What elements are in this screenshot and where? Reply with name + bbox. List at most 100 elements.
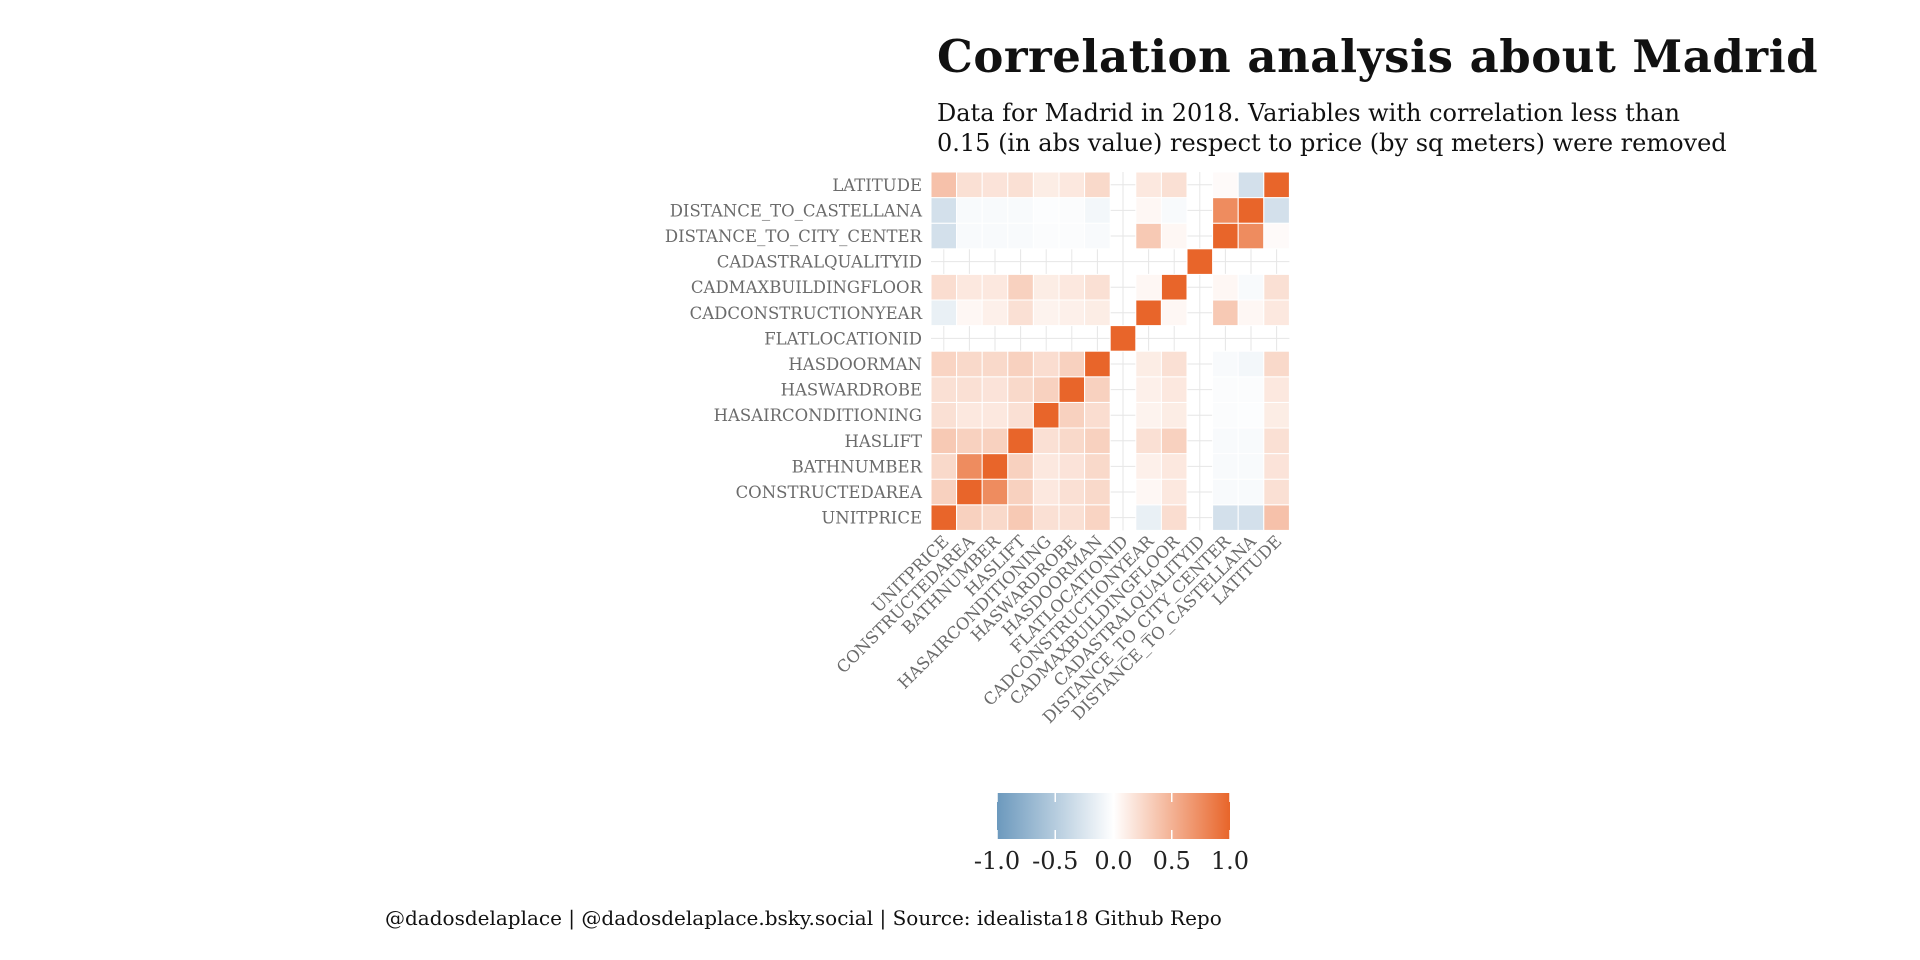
subtitle-line-1: Data for Madrid in 2018. Variables with …: [937, 99, 1680, 127]
heatmap-cell: LATITUDE / BATHNUMBER: 0.18: [981, 171, 1009, 199]
heatmap-cell: BATHNUMBER / DISTANCE_TO_CASTELLANA: -0.…: [1237, 453, 1265, 480]
heatmap-cell: DISTANCE_TO_CITY_CENTER / HASLIFT: -0.05: [1007, 222, 1034, 250]
heatmap-cell: DISTANCE_TO_CITY_CENTER / BATHNUMBER: -0…: [981, 222, 1009, 250]
heatmap-cell: HASLIFT / HASAIRCONDITIONING: 0.2: [1032, 427, 1060, 455]
heatmap-cell: UNITPRICE / CADCONSTRUCTIONYEAR: -0.15: [1135, 504, 1162, 531]
heatmap-cell: CADCONSTRUCTIONYEAR / CADMAXBUILDINGFLOO…: [1160, 299, 1188, 327]
heatmap-cell: HASDOORMAN / CONSTRUCTEDAREA: 0.25: [956, 350, 983, 378]
heatmap-cell: UNITPRICE / UNITPRICE: 1: [930, 504, 958, 531]
heatmap-cell: CADMAXBUILDINGFLOOR / CONSTRUCTEDAREA: 0…: [956, 273, 983, 301]
heatmap-cell: CONSTRUCTEDAREA / UNITPRICE: 0.3: [930, 478, 958, 506]
heatmap-cell: BATHNUMBER / CADCONSTRUCTIONYEAR: 0.1: [1135, 453, 1162, 480]
heatmap-cell: CADMAXBUILDINGFLOOR / UNITPRICE: 0.22: [930, 273, 958, 301]
heatmap-cell: HASLIFT / CONSTRUCTEDAREA: 0.3: [956, 427, 983, 455]
heatmap-cell: BATHNUMBER / HASAIRCONDITIONING: 0.15: [1032, 453, 1060, 480]
heatmap-cell: LATITUDE / DISTANCE_TO_CITY_CENTER: 0.03: [1212, 171, 1239, 199]
heatmap-cell: HASDOORMAN / LATITUDE: 0.25: [1263, 350, 1290, 378]
heatmap-cell: CONSTRUCTEDAREA / HASLIFT: 0.3: [1007, 478, 1034, 506]
heatmap-cell: FLATLOCATIONID / FLATLOCATIONID: 1: [1109, 325, 1137, 352]
heatmap-cell: HASWARDROBE / CADCONSTRUCTIONYEAR: 0.1: [1135, 376, 1162, 403]
heatmap-cell: HASLIFT / DISTANCE_TO_CASTELLANA: -0.05: [1237, 427, 1265, 455]
heatmap-cell: HASWARDROBE / HASDOORMAN: 0.3: [1084, 376, 1111, 403]
heatmap-cell: UNITPRICE / HASWARDROBE: 0.2: [1058, 504, 1086, 531]
heatmap-cell: LATITUDE / LATITUDE: 1: [1263, 171, 1290, 199]
heatmap-cell: DISTANCE_TO_CASTELLANA / HASWARDROBE: -0…: [1058, 197, 1086, 224]
heatmap-cell: HASWARDROBE / HASWARDROBE: 1: [1058, 376, 1086, 403]
heatmap-cell: DISTANCE_TO_CITY_CENTER / HASAIRCONDITIO…: [1032, 222, 1060, 250]
heatmap-cell: CADMAXBUILDINGFLOOR / DISTANCE_TO_CITY_C…: [1212, 273, 1239, 301]
heatmap-cell: CADCONSTRUCTIONYEAR / HASLIFT: 0.2: [1007, 299, 1034, 327]
heatmap-cell: CONSTRUCTEDAREA / DISTANCE_TO_CITY_CENTE…: [1212, 478, 1239, 506]
heatmap-cell: LATITUDE / HASAIRCONDITIONING: 0.12: [1032, 171, 1060, 199]
heatmap-cell: BATHNUMBER / BATHNUMBER: 1: [981, 453, 1009, 480]
heatmap-cell: CADMAXBUILDINGFLOOR / CADMAXBUILDINGFLOO…: [1160, 273, 1188, 301]
y-tick-label: CADCONSTRUCTIONYEAR: [690, 304, 923, 323]
heatmap-cell: CONSTRUCTEDAREA / HASDOORMAN: 0.25: [1084, 478, 1111, 506]
heatmap-cell: CADCONSTRUCTIONYEAR / UNITPRICE: -0.15: [930, 299, 958, 327]
heatmap-cell: DISTANCE_TO_CASTELLANA / CONSTRUCTEDAREA…: [956, 197, 983, 224]
heatmap-cell: DISTANCE_TO_CITY_CENTER / CADCONSTRUCTIO…: [1135, 222, 1162, 250]
heatmap-cell: HASLIFT / CADCONSTRUCTIONYEAR: 0.2: [1135, 427, 1162, 455]
heatmap-cell: HASWARDROBE / CONSTRUCTEDAREA: 0.2: [956, 376, 983, 403]
chart-title: Correlation analysis about Madrid: [937, 30, 1819, 83]
heatmap-cell: LATITUDE / UNITPRICE: 0.4: [930, 171, 958, 199]
heatmap-cell: DISTANCE_TO_CASTELLANA / CADMAXBUILDINGF…: [1160, 197, 1188, 224]
heatmap-cell: CONSTRUCTEDAREA / CONSTRUCTEDAREA: 1: [956, 478, 983, 506]
heatmap-cell: BATHNUMBER / HASWARDROBE: 0.18: [1058, 453, 1086, 480]
heatmap-cell: DISTANCE_TO_CASTELLANA / DISTANCE_TO_CAS…: [1237, 197, 1265, 224]
heatmap-cell: HASDOORMAN / CADCONSTRUCTIONYEAR: 0.12: [1135, 350, 1162, 378]
heatmap-cell: DISTANCE_TO_CASTELLANA / BATHNUMBER: -0.…: [981, 197, 1009, 224]
chart-subtitle: Data for Madrid in 2018. Variables with …: [937, 98, 1727, 158]
heatmap-cell: HASLIFT / CADMAXBUILDINGFLOOR: 0.3: [1160, 427, 1188, 455]
heatmap-cell: CONSTRUCTEDAREA / CADMAXBUILDINGFLOOR: 0…: [1160, 478, 1188, 506]
heatmap-cells: UNITPRICE / UNITPRICE: 1UNITPRICE / CONS…: [930, 171, 1290, 531]
heatmap-cell: LATITUDE / CADCONSTRUCTIONYEAR: 0.15: [1135, 171, 1162, 199]
heatmap-cell: CADMAXBUILDINGFLOOR / LATITUDE: 0.2: [1263, 273, 1290, 301]
heatmap-cell: CONSTRUCTEDAREA / HASAIRCONDITIONING: 0.…: [1032, 478, 1060, 506]
heatmap-cell: HASLIFT / HASDOORMAN: 0.3: [1084, 427, 1111, 455]
heatmap-cell: LATITUDE / CADMAXBUILDINGFLOOR: 0.2: [1160, 171, 1188, 199]
heatmap-cell: DISTANCE_TO_CITY_CENTER / UNITPRICE: -0.…: [930, 222, 958, 250]
heatmap-cell: HASWARDROBE / CADMAXBUILDINGFLOOR: 0.15: [1160, 376, 1188, 403]
heatmap-cell: CADMAXBUILDINGFLOOR / CADCONSTRUCTIONYEA…: [1135, 273, 1162, 301]
heatmap-cell: HASAIRCONDITIONING / HASWARDROBE: 0.3: [1058, 401, 1086, 429]
heatmap-cell: UNITPRICE / CONSTRUCTEDAREA: 0.3: [956, 504, 983, 531]
heatmap-cell: LATITUDE / CONSTRUCTEDAREA: 0.2: [956, 171, 983, 199]
heatmap-cell: HASLIFT / LATITUDE: 0.2: [1263, 427, 1290, 455]
heatmap-cell: LATITUDE / HASDOORMAN: 0.25: [1084, 171, 1111, 199]
heatmap-cell: DISTANCE_TO_CITY_CENTER / HASDOORMAN: -0…: [1084, 222, 1111, 250]
heatmap-cell: DISTANCE_TO_CASTELLANA / DISTANCE_TO_CIT…: [1212, 197, 1239, 224]
heatmap-cell: CADMAXBUILDINGFLOOR / HASLIFT: 0.3: [1007, 273, 1034, 301]
heatmap-cell: CADCONSTRUCTIONYEAR / HASWARDROBE: 0.1: [1058, 299, 1086, 327]
heatmap-cell: HASAIRCONDITIONING / BATHNUMBER: 0.15: [981, 401, 1009, 429]
y-tick-label: DISTANCE_TO_CITY_CENTER: [665, 227, 923, 246]
heatmap-cell: HASWARDROBE / LATITUDE: 0.15: [1263, 376, 1290, 403]
legend-tick-label: 0.5: [1153, 847, 1191, 875]
heatmap-cell: CADCONSTRUCTIONYEAR / LATITUDE: 0.15: [1263, 299, 1290, 327]
heatmap-cell: CADMAXBUILDINGFLOOR / HASDOORMAN: 0.2: [1084, 273, 1111, 301]
y-tick-label: BATHNUMBER: [792, 457, 923, 476]
heatmap-cell: DISTANCE_TO_CASTELLANA / LATITUDE: -0.3: [1263, 197, 1290, 224]
heatmap-cell: HASAIRCONDITIONING / LATITUDE: 0.12: [1263, 401, 1290, 429]
heatmap-cell: DISTANCE_TO_CASTELLANA / HASAIRCONDITION…: [1032, 197, 1060, 224]
heatmap-cell: HASWARDROBE / HASLIFT: 0.25: [1007, 376, 1034, 403]
x-tick-label: CONSTRUCTEDAREA: [833, 531, 979, 677]
x-axis-labels: UNITPRICECONSTRUCTEDAREABATHNUMBERHASLIF…: [833, 531, 1285, 727]
heatmap-cell: LATITUDE / HASWARDROBE: 0.15: [1058, 171, 1086, 199]
heatmap-cell: CADMAXBUILDINGFLOOR / BATHNUMBER: 0.15: [981, 273, 1009, 301]
heatmap-cell: BATHNUMBER / HASLIFT: 0.3: [1007, 453, 1034, 480]
y-tick-label: HASWARDROBE: [781, 381, 922, 400]
heatmap-cell: UNITPRICE / CADMAXBUILDINGFLOOR: 0.22: [1160, 504, 1188, 531]
heatmap-cell: BATHNUMBER / CADMAXBUILDINGFLOOR: 0.15: [1160, 453, 1188, 480]
heatmap-cell: CADMAXBUILDINGFLOOR / HASAIRCONDITIONING…: [1032, 273, 1060, 301]
heatmap-cell: CADCONSTRUCTIONYEAR / HASDOORMAN: 0.12: [1084, 299, 1111, 327]
heatmap-cell: DISTANCE_TO_CITY_CENTER / CONSTRUCTEDARE…: [956, 222, 983, 250]
legend-tick-label: 0.0: [1094, 847, 1132, 875]
heatmap-cell: HASDOORMAN / HASLIFT: 0.3: [1007, 350, 1034, 378]
heatmap-cell: HASAIRCONDITIONING / HASDOORMAN: 0.22: [1084, 401, 1111, 429]
heatmap-cell: CADCONSTRUCTIONYEAR / DISTANCE_TO_CASTEL…: [1237, 299, 1265, 327]
heatmap-cell: HASLIFT / BATHNUMBER: 0.3: [981, 427, 1009, 455]
heatmap-cell: HASLIFT / UNITPRICE: 0.35: [930, 427, 958, 455]
heatmap-cell: UNITPRICE / DISTANCE_TO_CITY_CENTER: -0.…: [1212, 504, 1239, 531]
color-legend: -1.0 -0.5 0.0 0.5 1.0: [974, 793, 1249, 875]
